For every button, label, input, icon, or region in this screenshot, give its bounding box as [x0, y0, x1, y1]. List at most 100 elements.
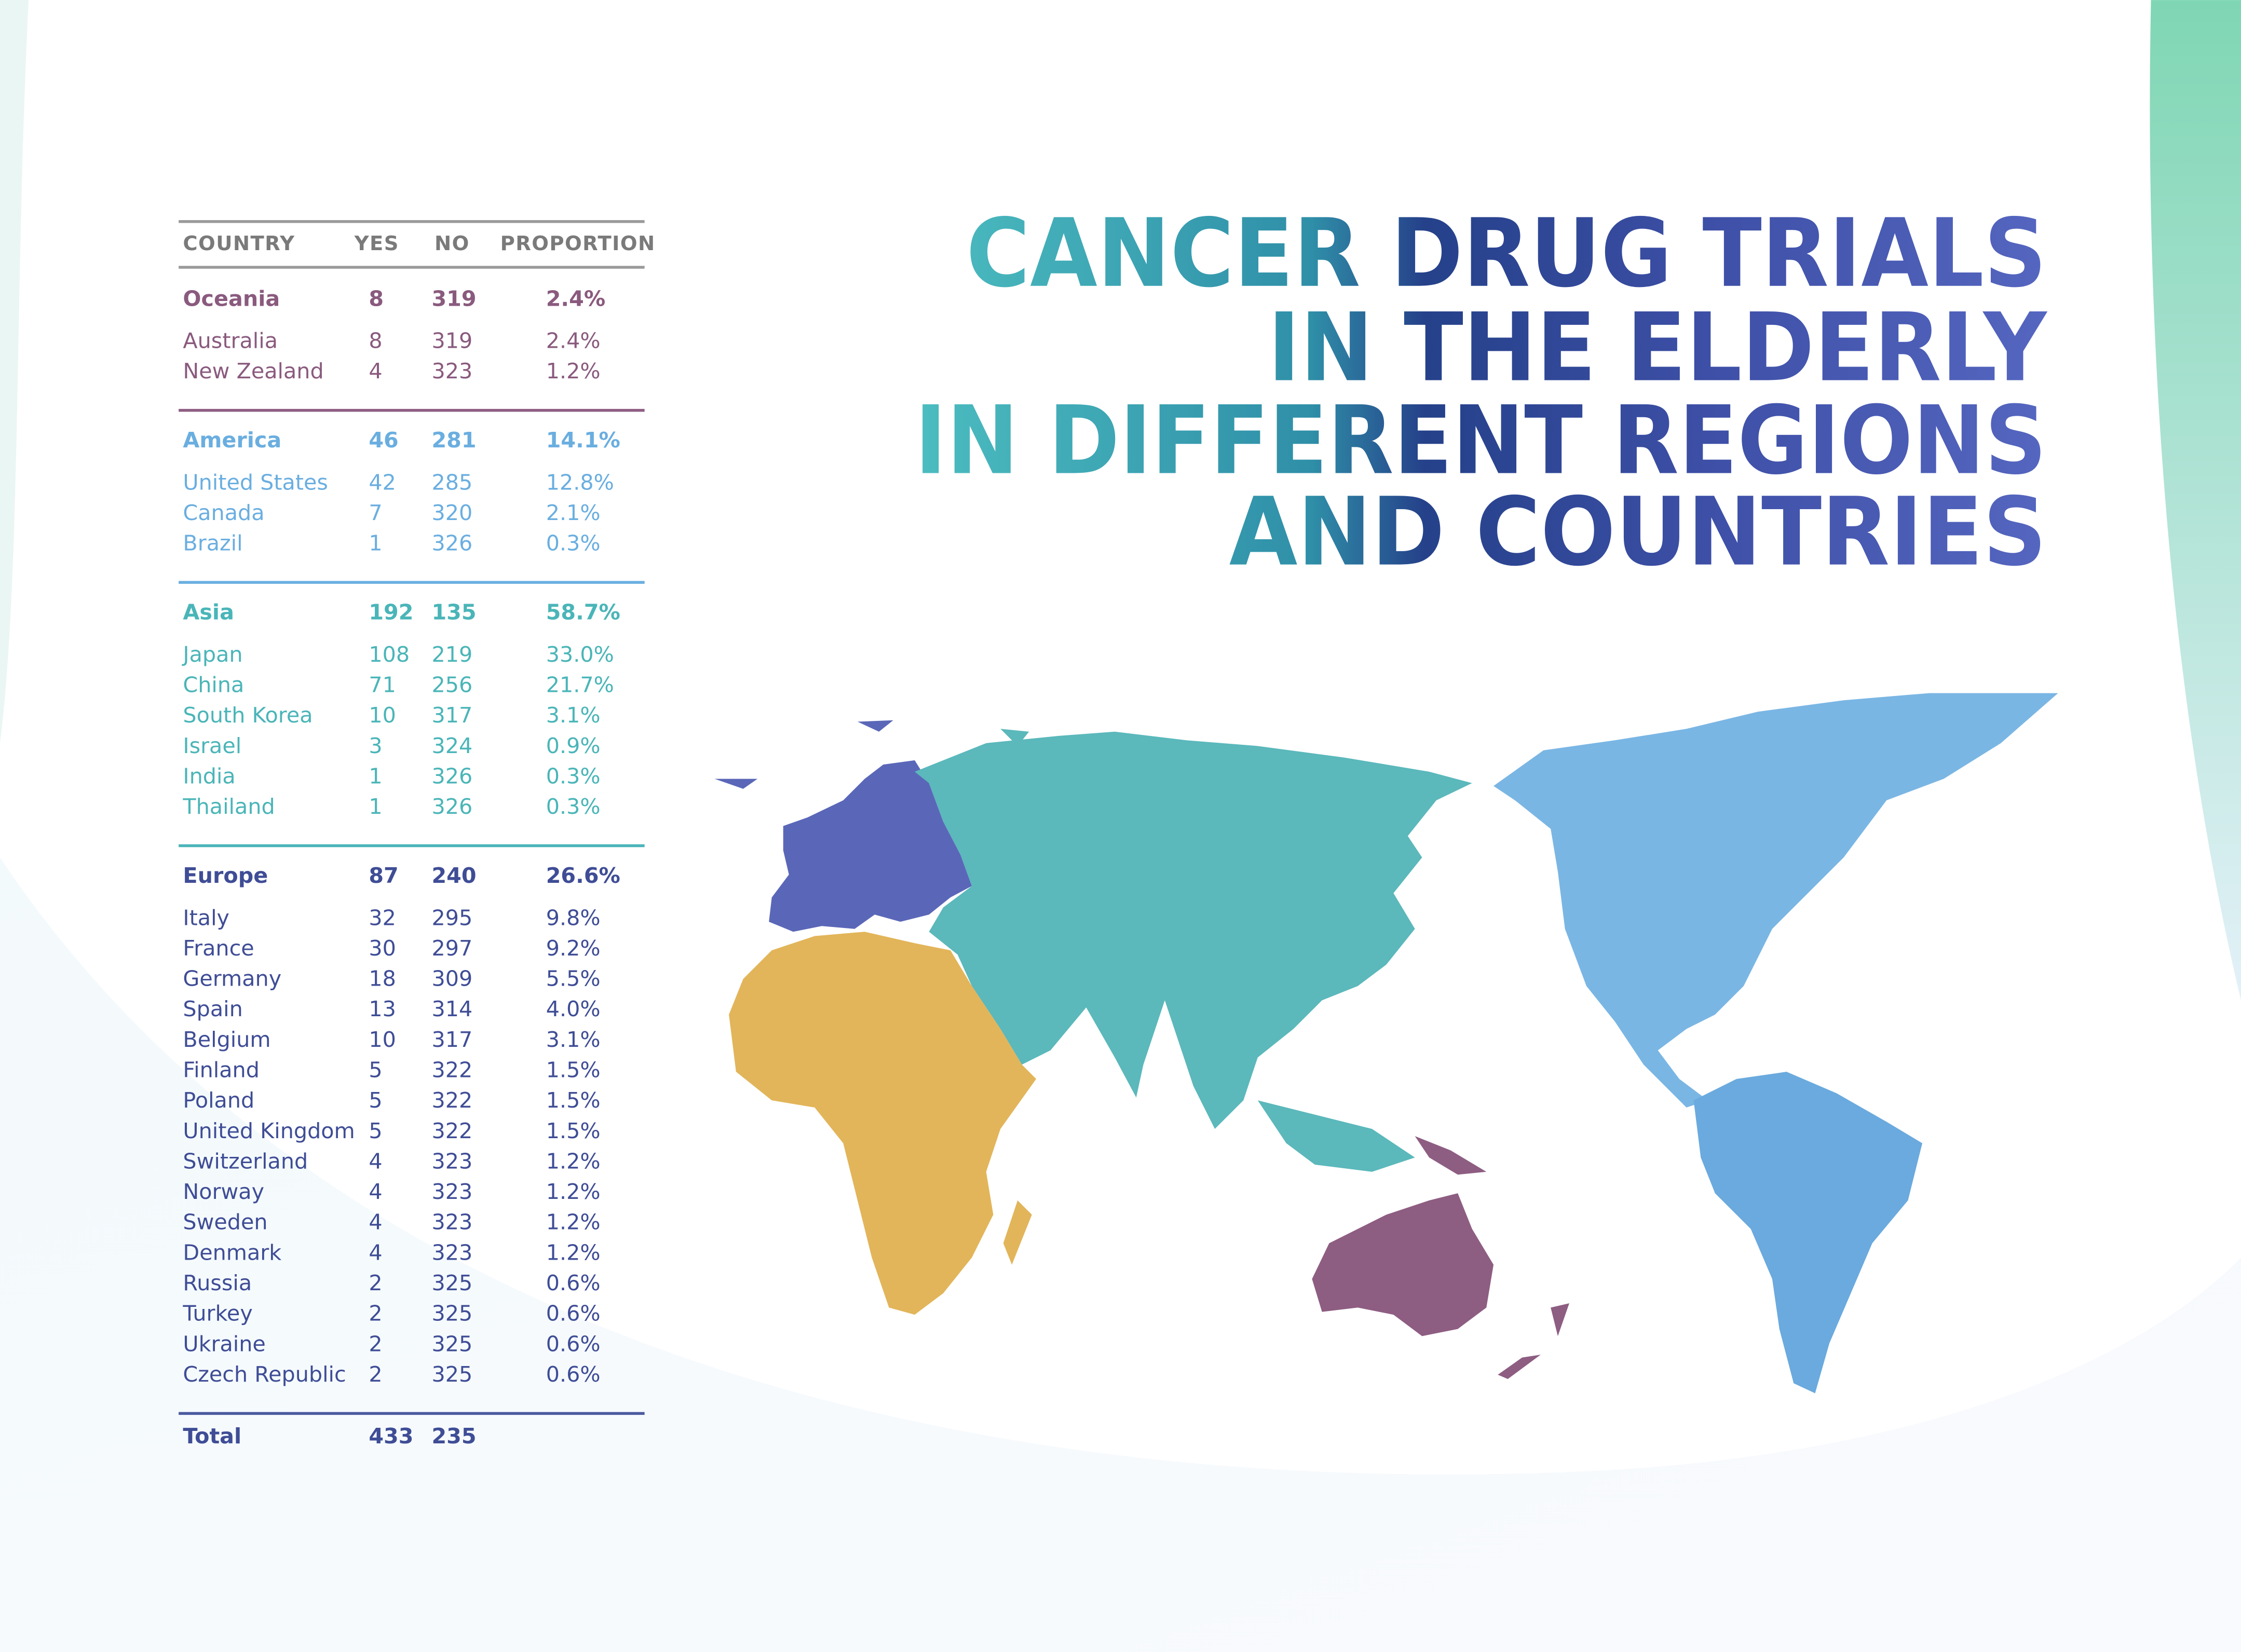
group-summary-cell: 135 [431, 600, 476, 625]
region-asia [915, 729, 1472, 1172]
row-cell: South Korea [183, 703, 313, 728]
group-summary-cell: 2.4% [546, 286, 606, 311]
row-cell: India [183, 763, 235, 788]
total-cell: 235 [431, 1424, 476, 1449]
row-cell: Ukraine [183, 1331, 265, 1356]
row-cell: 71 [369, 673, 396, 698]
row-cell: 4 [369, 359, 382, 384]
row-cell: 0.3% [546, 763, 601, 788]
header-cell: NO [434, 232, 470, 255]
row-cell: 322 [431, 1058, 472, 1083]
bg-swoosh [0, 857, 2241, 1652]
row-cell: 2.4% [546, 329, 601, 353]
row-cell: 2 [369, 1331, 382, 1356]
row-cell: 1.2% [546, 1149, 601, 1173]
region-north-america [1493, 693, 2058, 1108]
group-summary-cell: America [183, 428, 281, 453]
row-cell: 108 [369, 642, 410, 667]
row-cell: 1.5% [546, 1058, 601, 1083]
row-cell: 322 [431, 1118, 472, 1143]
row-cell: 42 [369, 470, 396, 495]
row-cell: 1 [369, 794, 382, 819]
row-cell: Brazil [183, 531, 242, 556]
row-cell: 295 [431, 905, 472, 930]
row-cell: 325 [431, 1362, 472, 1387]
row-cell: 0.9% [546, 733, 601, 758]
row-cell: United Kingdom [183, 1118, 355, 1143]
title-line: IN DIFFERENT REGIONS [915, 385, 2047, 495]
row-cell: United States [183, 470, 328, 495]
row-cell: Thailand [182, 794, 275, 819]
row-cell: 1 [369, 531, 382, 556]
row-cell: 0.3% [546, 531, 601, 556]
row-cell: 4 [369, 1179, 382, 1204]
row-cell: 324 [431, 733, 472, 758]
row-cell: 2 [369, 1271, 382, 1295]
row-cell: 323 [431, 1179, 472, 1204]
data-table: COUNTRY YES NO PROPORTION Oceania 8 319 2.4% Aus… [179, 220, 655, 1449]
row-cell: 1 [369, 763, 382, 788]
row-cell: 1.5% [546, 1118, 601, 1143]
row-cell: 3.1% [546, 703, 601, 728]
row-cell: 0.6% [546, 1331, 601, 1356]
row-cell: 12.8% [546, 470, 614, 495]
row-cell: 4 [369, 1149, 382, 1173]
row-cell: Japan [181, 642, 242, 667]
row-cell: 5 [369, 1088, 382, 1113]
group-summary-cell: 8 [369, 286, 384, 311]
row-cell: 13 [369, 996, 396, 1021]
row-cell: 2.1% [546, 500, 601, 525]
row-cell: 1.2% [546, 1179, 601, 1204]
row-cell: Italy [183, 905, 229, 930]
row-cell: 309 [431, 966, 472, 991]
row-cell: 1.2% [546, 1240, 601, 1265]
row-cell: 320 [431, 500, 472, 525]
row-cell: 325 [431, 1271, 472, 1295]
header-cell: YES [354, 232, 399, 255]
row-cell: 9.8% [546, 905, 601, 930]
group-summary-cell: Asia [183, 600, 234, 625]
row-cell: 32 [369, 905, 396, 930]
row-cell: Finland [183, 1058, 260, 1083]
row-cell: 319 [431, 329, 472, 353]
row-cell: 326 [431, 531, 472, 556]
group-summary-cell: Europe [183, 863, 268, 888]
row-cell: 326 [431, 763, 472, 788]
group-summary-cell: 240 [431, 863, 476, 888]
row-cell: 18 [369, 966, 396, 991]
row-cell: 219 [431, 642, 472, 667]
row-cell: 314 [431, 996, 472, 1021]
row-cell: 2 [369, 1301, 382, 1326]
row-cell: 325 [431, 1301, 472, 1326]
row-cell: 4 [369, 1240, 382, 1265]
row-cell: 325 [431, 1331, 472, 1356]
row-cell: 4.0% [546, 996, 601, 1021]
row-cell: France [183, 936, 254, 961]
row-cell: 1.2% [546, 1210, 601, 1235]
row-cell: Canada [183, 500, 264, 525]
title: CANCER DRUG TRIALS IN THE ELDERLY IN DIF… [915, 198, 2048, 587]
title-line: AND COUNTRIES [1229, 477, 2047, 587]
region-europe [714, 720, 972, 932]
world-map [714, 693, 2058, 1394]
group-summary-cell: 87 [369, 863, 398, 888]
row-cell: 4 [369, 1210, 382, 1235]
region-south-america [1693, 1072, 1923, 1394]
region-africa [729, 932, 1037, 1315]
row-cell: 7 [369, 500, 382, 525]
row-cell: 323 [431, 359, 472, 384]
row-cell: 256 [431, 673, 472, 698]
row-cell: Switzerland [183, 1149, 308, 1173]
row-cell: 1.5% [546, 1088, 601, 1113]
row-cell: 5 [369, 1058, 382, 1083]
title-line: IN THE ELDERLY [1268, 293, 2048, 403]
group-summary-cell: 58.7% [546, 600, 620, 625]
row-cell: Denmark [183, 1240, 281, 1265]
bg-arc [2150, 0, 2241, 1001]
row-cell: 317 [431, 703, 472, 728]
row-cell: 297 [431, 936, 472, 961]
row-cell: Belgium [183, 1027, 270, 1052]
row-cell: New Zealand [183, 359, 323, 384]
row-cell: 5 [369, 1118, 382, 1143]
